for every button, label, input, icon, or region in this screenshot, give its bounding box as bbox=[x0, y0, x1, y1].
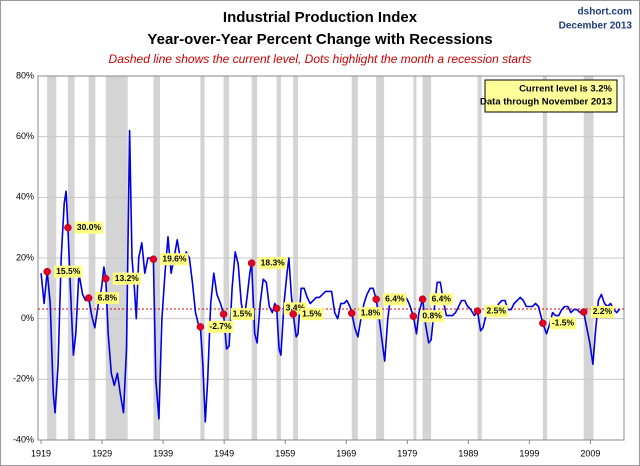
dot-label: 0.8% bbox=[420, 310, 444, 323]
dot-label-bg bbox=[160, 253, 189, 266]
dot-label-bg bbox=[484, 305, 508, 318]
dot-value-label: 6.8% bbox=[98, 292, 118, 302]
x-tick-label: 1919 bbox=[31, 448, 51, 458]
dot-value-label: 30.0% bbox=[77, 222, 102, 232]
dot-value-label: -1.5% bbox=[552, 317, 575, 327]
dot-value-label: 0.8% bbox=[422, 310, 442, 320]
dot-label-bg bbox=[54, 265, 83, 278]
dot-label-bg bbox=[429, 293, 453, 306]
recession-start-dot bbox=[473, 307, 482, 315]
dot-label-bg bbox=[112, 272, 141, 285]
recession-start-dot bbox=[272, 304, 281, 313]
y-tick-label: -40% bbox=[13, 434, 34, 444]
dot-label: 13.2% bbox=[112, 272, 141, 285]
dot-label-bg bbox=[420, 310, 444, 323]
dot-label: 6.8% bbox=[95, 292, 120, 305]
y-tick-label: -20% bbox=[13, 374, 34, 384]
dot-label: 19.6% bbox=[160, 253, 189, 266]
recession-start-dot bbox=[418, 295, 427, 304]
recession-start-dot bbox=[289, 310, 297, 318]
recession-start-dot bbox=[409, 312, 418, 320]
dot-label: 1.8% bbox=[358, 307, 383, 320]
dot-label-bg bbox=[230, 308, 254, 321]
x-tick-label: 2009 bbox=[580, 448, 600, 458]
dot-label-bg bbox=[383, 293, 407, 306]
recession-start-dot bbox=[219, 310, 228, 318]
dot-value-label: 1.8% bbox=[361, 307, 381, 317]
dot-label-bg bbox=[358, 307, 383, 320]
y-tick-label: 0% bbox=[21, 313, 34, 323]
dot-value-label: 13.2% bbox=[115, 273, 140, 283]
recession-start-dot bbox=[372, 295, 380, 304]
chart-subtitle: Year-over-Year Percent Change with Reces… bbox=[147, 31, 492, 48]
dot-label: 15.5% bbox=[54, 265, 83, 278]
recession-start-dot bbox=[84, 294, 93, 302]
dot-label: 2.2% bbox=[590, 305, 615, 318]
dot-label: 2.5% bbox=[484, 305, 508, 318]
dot-label-bg bbox=[95, 292, 120, 305]
dot-label-bg bbox=[74, 221, 104, 234]
dot-value-label: 3.4% bbox=[286, 303, 306, 313]
chart-note: Dashed line shows the current level, Dot… bbox=[109, 52, 532, 66]
date: December 2013 bbox=[559, 21, 633, 32]
recession-start-dot bbox=[539, 319, 547, 327]
dot-value-label: -2.7% bbox=[209, 321, 232, 331]
dot-value-label: 6.4% bbox=[385, 294, 405, 304]
y-tick-label: 80% bbox=[16, 70, 34, 80]
x-tick-label: 1939 bbox=[153, 448, 173, 458]
y-tick-label: 60% bbox=[16, 131, 34, 141]
x-tick-label: 1949 bbox=[214, 448, 234, 458]
x-tick-label: 1929 bbox=[92, 448, 112, 458]
dot-label-bg bbox=[590, 305, 615, 318]
y-tick-label: 40% bbox=[16, 192, 34, 202]
dot-value-label: 1.5% bbox=[302, 308, 322, 318]
x-tick-label: 1969 bbox=[336, 448, 356, 458]
info-box-text: Data through November 2013 bbox=[480, 97, 612, 108]
dot-label: -2.7% bbox=[207, 320, 234, 333]
recession-start-dot bbox=[579, 308, 588, 316]
recession-start-dot bbox=[196, 323, 205, 331]
dot-label: -1.5% bbox=[549, 317, 577, 330]
dot-label: 18.3% bbox=[258, 257, 287, 270]
recession-start-dot bbox=[247, 259, 256, 267]
plot-border bbox=[37, 75, 625, 441]
dot-label-bg bbox=[300, 308, 324, 321]
dot-label: 6.4% bbox=[383, 293, 407, 306]
dot-value-label: 6.4% bbox=[432, 294, 452, 304]
x-tick-label: 1989 bbox=[458, 448, 478, 458]
recession-start-dot bbox=[348, 309, 356, 317]
recession-start-dot bbox=[64, 223, 72, 232]
dot-value-label: 19.6% bbox=[162, 253, 187, 263]
chart-title: Industrial Production Index bbox=[223, 9, 418, 26]
recession-start-dot bbox=[43, 267, 51, 276]
dot-label: 6.4% bbox=[429, 293, 453, 306]
source: dshort.com bbox=[578, 7, 633, 18]
dot-label-bg bbox=[549, 317, 577, 330]
info-box bbox=[484, 79, 618, 113]
dot-value-label: 15.5% bbox=[56, 266, 81, 276]
x-tick-label: 1999 bbox=[519, 448, 539, 458]
dot-label: 1.5% bbox=[230, 308, 254, 321]
recession-start-dot bbox=[102, 274, 110, 283]
dot-label-bg bbox=[258, 257, 287, 270]
y-tick-label: 20% bbox=[16, 252, 34, 262]
dot-value-label: 1.5% bbox=[233, 308, 253, 318]
dot-value-label: 2.2% bbox=[593, 306, 613, 316]
recession-start-dot bbox=[149, 255, 158, 263]
x-tick-label: 1959 bbox=[275, 448, 295, 458]
dot-value-label: 2.5% bbox=[487, 305, 507, 315]
dot-label-bg bbox=[207, 320, 234, 333]
dot-value-label: 18.3% bbox=[261, 257, 286, 267]
dot-label: 30.0% bbox=[74, 221, 104, 234]
x-tick-label: 1979 bbox=[397, 448, 417, 458]
info-box-text: Current level is 3.2% bbox=[519, 84, 612, 95]
dot-label: 1.5% bbox=[300, 308, 324, 321]
